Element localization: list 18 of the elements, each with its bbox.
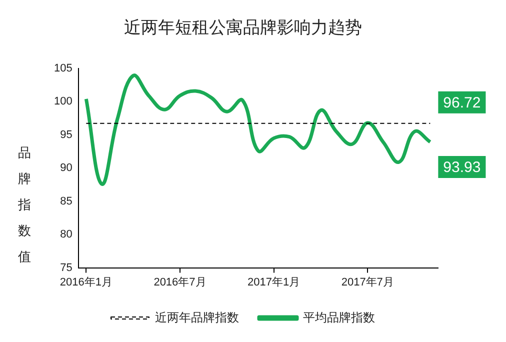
y-tick-label: 75: [60, 262, 72, 274]
y-tick-label: 95: [60, 128, 72, 141]
y-tick-label: 85: [60, 195, 72, 208]
x-tick-label: 2017年7月: [341, 276, 394, 288]
chart-title: 近两年短租公寓品牌影响力趋势: [124, 18, 362, 37]
x-tick-label: 2017年1月: [248, 276, 300, 288]
legend-label: 平均品牌指数: [303, 310, 375, 324]
y-tick-label: 105: [54, 62, 72, 74]
line-series: [84, 74, 432, 186]
y-axis-title: 品牌指数值: [18, 144, 32, 266]
x-tick-label: 2016年1月: [60, 276, 112, 288]
y-tick-label: 80: [60, 228, 72, 241]
legend-label: 近两年品牌指数: [155, 310, 239, 324]
y-tick-label: 90: [60, 162, 72, 174]
y-tick-label: 100: [54, 96, 72, 108]
x-tick-label: 2016年7月: [154, 276, 206, 288]
data-label: 93.93: [443, 159, 481, 176]
data-label: 96.72: [443, 94, 481, 112]
